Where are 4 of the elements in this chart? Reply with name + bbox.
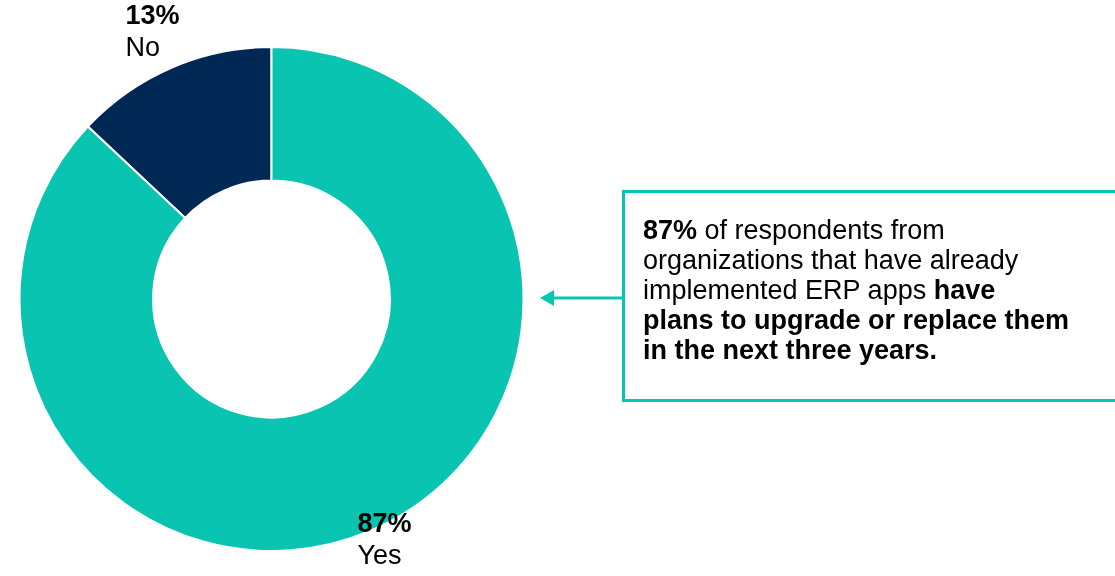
slice-label: No: [125, 32, 161, 63]
slice-label: Yes: [357, 540, 402, 571]
data-label: 13%: [125, 0, 180, 31]
callout-box: 87% of respondents from organizations that have already implemented ERP apps have plans to upgrade or replace them in the next three years.: [622, 190, 1115, 402]
